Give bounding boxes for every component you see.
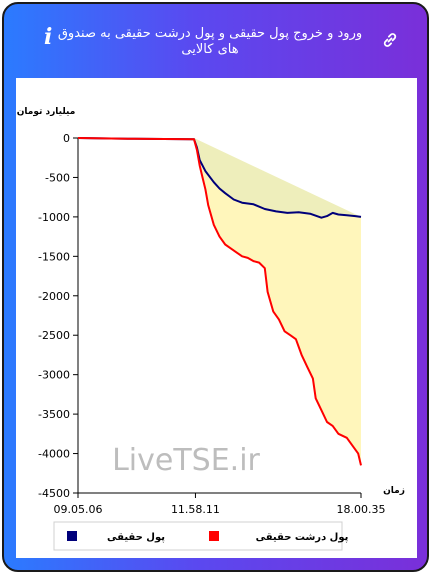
y-tick-label: -3500	[38, 408, 70, 421]
watermark-text: LiveTSE.ir	[112, 443, 260, 478]
x-tick-label: 18.00.35	[337, 503, 386, 516]
x-axis-label: زمان	[383, 486, 405, 496]
y-axis-label: میلیارد تومان	[17, 107, 76, 117]
line-chart: 0 -500 -1000 -1500 -2000 -2500 -3000 -3500 -4000…	[17, 107, 405, 551]
link-icon[interactable]	[381, 31, 399, 49]
y-tick-label: -1000	[38, 211, 70, 224]
y-tick-label: -1500	[38, 250, 70, 263]
legend-item-real-money: پول حقیقی	[107, 532, 165, 543]
chart-area: 0 -500 -1000 -1500 -2000 -2500 -3000 -3500 -4000…	[16, 78, 417, 558]
card-header: i ورود و خروج پول حقیقی و پول درشت حقیقی…	[4, 4, 427, 78]
legend-marker	[67, 531, 77, 541]
y-tick-label: -2500	[38, 329, 70, 342]
y-tick-label: -3000	[38, 369, 70, 382]
y-tick-label: -4000	[38, 448, 70, 461]
area-fill-big	[78, 138, 361, 466]
chart-card: i ورود و خروج پول حقیقی و پول درشت حقیقی…	[2, 2, 429, 572]
legend-marker	[209, 531, 219, 541]
y-tick-label: -500	[45, 171, 70, 184]
x-tick-label: 09.05.06	[54, 503, 103, 516]
chart-title: ورود و خروج پول حقیقی و پول درشت حقیقی ب…	[57, 26, 363, 57]
x-tick-label: 11.58.11	[171, 503, 220, 516]
area-fill-real	[78, 138, 361, 218]
y-tick-label: 0	[63, 132, 70, 145]
series-line-big-real-money	[77, 137, 362, 466]
y-tick-label: -4500	[38, 487, 70, 500]
info-icon[interactable]: i	[44, 24, 53, 50]
legend-box	[53, 521, 343, 551]
y-tick-label: -2000	[38, 290, 70, 303]
legend-item-big-real-money: پول درشت حقیقی	[256, 532, 349, 543]
